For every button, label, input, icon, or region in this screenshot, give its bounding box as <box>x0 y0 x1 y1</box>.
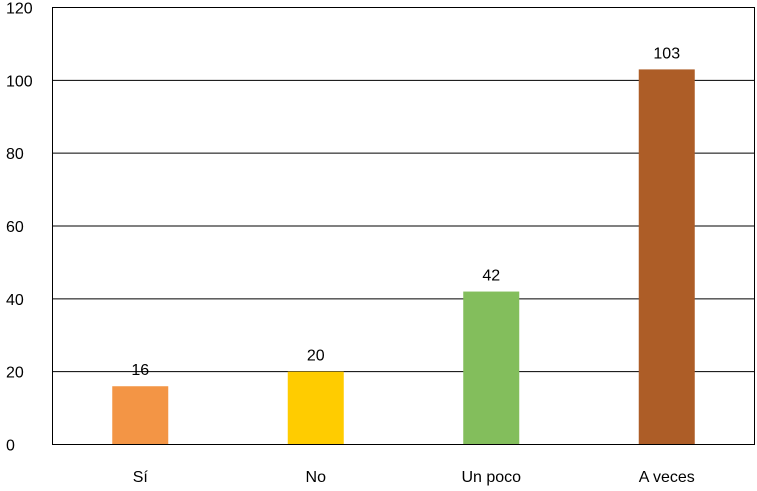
y-tick-label: 60 <box>6 219 24 236</box>
x-axis-category-labels: Sí No Un poco A veces <box>133 469 695 486</box>
data-label: 103 <box>653 45 680 62</box>
plot-frame <box>52 7 755 445</box>
bar <box>463 291 520 445</box>
y-tick-label: 80 <box>6 146 24 163</box>
x-category-label: A veces <box>639 469 695 486</box>
data-label: 20 <box>307 348 325 365</box>
data-label: 42 <box>482 268 500 285</box>
bar <box>287 371 344 445</box>
bars <box>112 69 695 445</box>
x-category-label: Un poco <box>461 469 521 486</box>
x-category-label: Sí <box>133 469 149 486</box>
y-axis-tick-labels: 0 20 40 60 80 100 120 <box>6 1 33 455</box>
y-tick-label: 40 <box>6 292 24 309</box>
x-category-label: No <box>306 469 327 486</box>
y-tick-label: 100 <box>6 73 33 90</box>
y-tick-label: 0 <box>6 438 15 455</box>
y-tick-label: 20 <box>6 365 24 382</box>
bar <box>638 69 695 445</box>
data-labels: 16 20 42 103 <box>131 45 680 379</box>
y-tick-label: 120 <box>6 1 33 18</box>
data-label: 16 <box>131 362 149 379</box>
bar <box>112 386 169 445</box>
